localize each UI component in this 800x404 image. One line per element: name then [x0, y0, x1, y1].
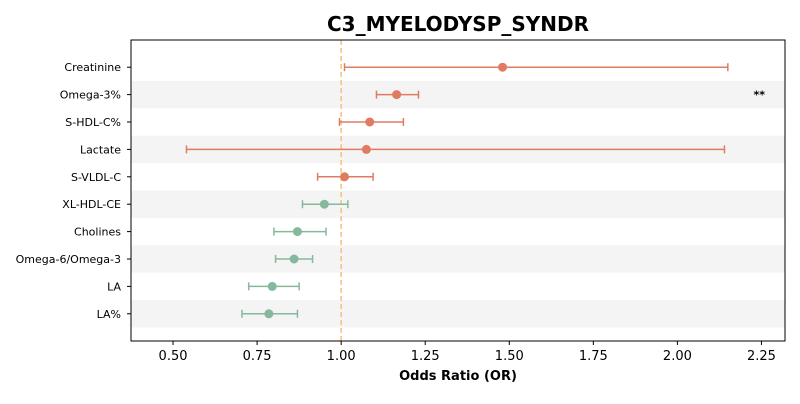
row-shading [131, 80, 785, 328]
y-tick-label: Creatinine [64, 61, 121, 74]
row-shade [131, 245, 785, 273]
x-tick-label: 1.00 [327, 349, 356, 364]
y-tick-label: LA [107, 280, 121, 293]
row-shade [131, 190, 785, 218]
point-estimate [365, 117, 375, 127]
x-tick-label: 1.25 [411, 349, 440, 364]
y-tick-label: LA% [97, 308, 121, 321]
y-tick-label: S-VLDL-C [71, 171, 121, 184]
x-tick-label: 2.00 [663, 349, 692, 364]
y-axis: Creatinine Omega-3% S-HDL-C% Lactate S-VLDL-… [16, 61, 131, 321]
point-estimate [292, 227, 302, 237]
point-estimate [267, 281, 277, 291]
point-estimate [289, 254, 299, 264]
y-tick-label: Omega-3% [60, 89, 121, 102]
point-estimate [498, 62, 508, 72]
row-shade [131, 80, 785, 109]
row-shade [131, 300, 785, 328]
x-tick-label: 2.25 [747, 349, 776, 364]
x-tick-label: 0.75 [243, 349, 272, 364]
x-axis: 0.50 0.75 1.00 1.25 1.50 1.75 2.00 2.25 [159, 341, 776, 364]
x-tick-label: 1.50 [495, 349, 524, 364]
significance-annotation: ** [753, 89, 765, 102]
point-estimate [361, 144, 371, 154]
x-axis-label: Odds Ratio (OR) [399, 369, 517, 384]
x-tick-label: 0.50 [159, 349, 188, 364]
x-tick-label: 1.75 [579, 349, 608, 364]
point-estimate [340, 172, 350, 182]
chart-marks: ** [185, 62, 765, 319]
y-tick-label: Omega-6/Omega-3 [16, 253, 121, 266]
y-tick-label: Cholines [74, 226, 121, 239]
y-tick-label: Lactate [80, 143, 121, 156]
point-estimate [319, 199, 329, 209]
point-estimate [392, 90, 402, 100]
y-tick-label: S-HDL-C% [65, 116, 121, 129]
point-estimate [264, 309, 274, 319]
chart-title: C3_MYELODYSP_SYNDR [327, 12, 589, 36]
y-tick-label: XL-HDL-CE [62, 198, 121, 211]
plot-frame [130, 39, 786, 342]
